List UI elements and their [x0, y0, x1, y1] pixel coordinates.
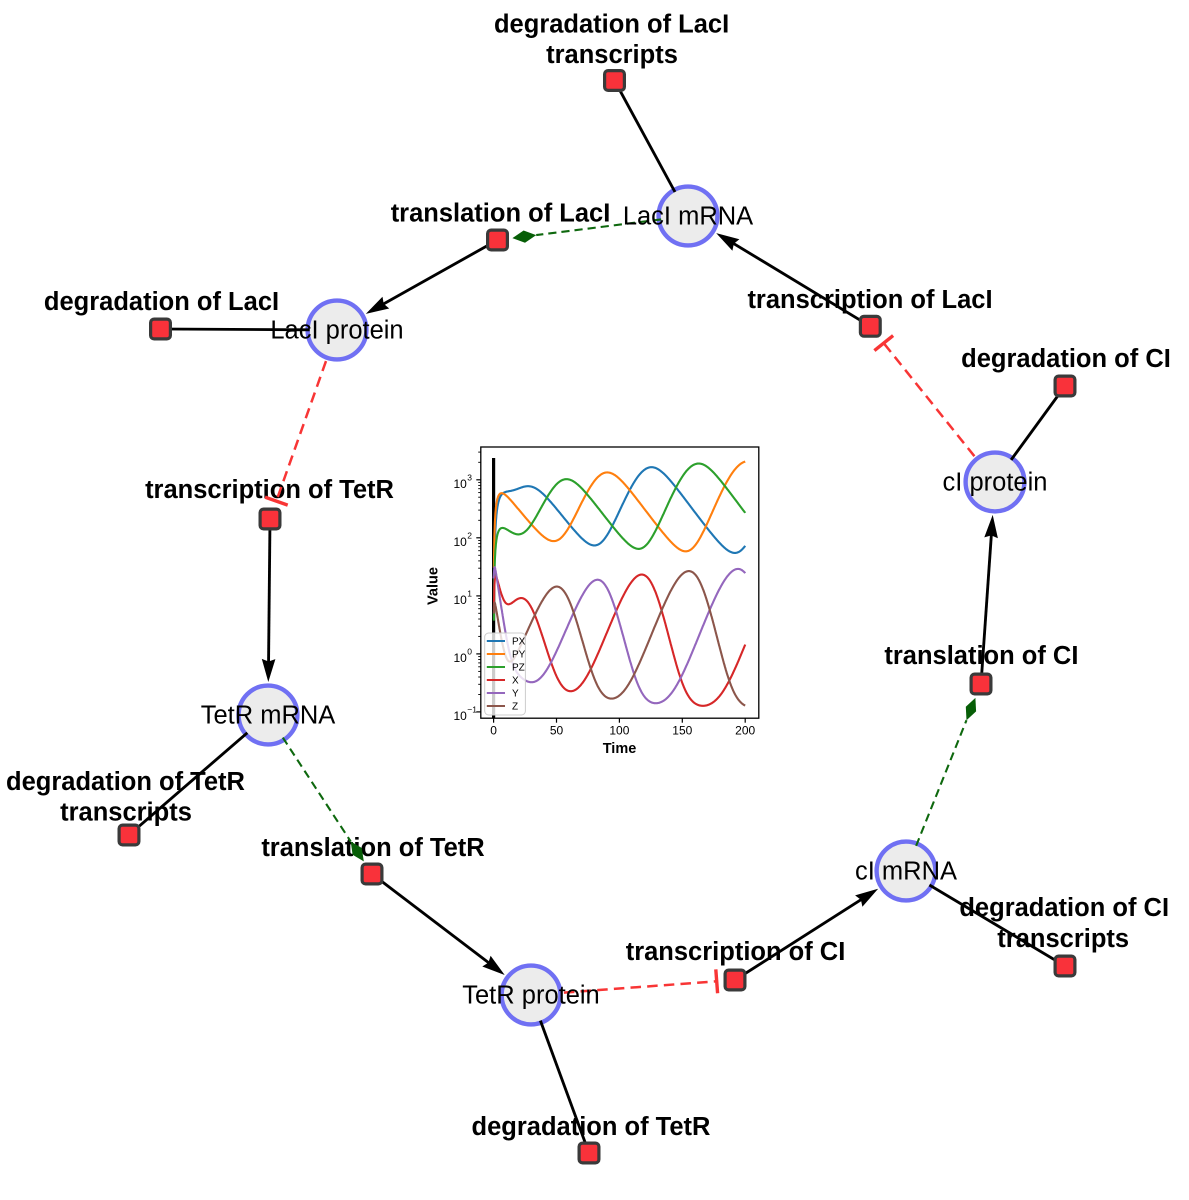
svg-text:LacI protein: LacI protein	[270, 317, 403, 345]
svg-text:degradation of LacI: degradation of LacI	[44, 288, 279, 316]
svg-text:50: 50	[550, 724, 564, 738]
svg-text:LacI mRNA: LacI mRNA	[623, 203, 753, 231]
svg-text:2: 2	[467, 531, 472, 541]
svg-text:100: 100	[609, 724, 629, 738]
svg-text:cI mRNA: cI mRNA	[855, 858, 957, 886]
svg-text:Time: Time	[603, 741, 637, 757]
svg-text:10: 10	[453, 593, 467, 607]
svg-text:10: 10	[453, 477, 467, 491]
svg-text:transcripts: transcripts	[546, 41, 678, 69]
svg-text:cI protein: cI protein	[943, 469, 1048, 497]
svg-text:−1: −1	[467, 705, 477, 715]
svg-text:translation of LacI: translation of LacI	[391, 200, 611, 228]
svg-text:degradation of LacI: degradation of LacI	[494, 11, 729, 39]
svg-text:10: 10	[453, 535, 467, 549]
svg-text:transcription of CI: transcription of CI	[626, 938, 846, 966]
svg-text:10: 10	[453, 709, 467, 723]
svg-text:transcripts: transcripts	[60, 799, 192, 827]
svg-text:10: 10	[453, 651, 467, 665]
svg-text:transcription of LacI: transcription of LacI	[747, 286, 992, 314]
svg-text:TetR mRNA: TetR mRNA	[201, 702, 336, 730]
svg-text:degradation of TetR: degradation of TetR	[6, 768, 245, 796]
svg-text:translation of TetR: translation of TetR	[261, 834, 484, 862]
svg-text:1: 1	[467, 589, 472, 599]
svg-text:TetR protein: TetR protein	[462, 982, 600, 1010]
svg-text:150: 150	[672, 724, 692, 738]
svg-text:PZ: PZ	[512, 663, 525, 674]
svg-text:3: 3	[467, 472, 472, 482]
svg-text:200: 200	[735, 724, 755, 738]
svg-text:Z: Z	[512, 702, 518, 713]
svg-text:Value: Value	[426, 567, 442, 605]
svg-text:degradation of CI: degradation of CI	[961, 345, 1171, 373]
svg-text:0: 0	[490, 724, 497, 738]
svg-text:X: X	[512, 676, 519, 687]
svg-text:degradation of TetR: degradation of TetR	[472, 1113, 711, 1141]
svg-text:PY: PY	[512, 650, 526, 661]
svg-text:Y: Y	[512, 689, 519, 700]
svg-text:PX: PX	[512, 637, 526, 648]
svg-text:0: 0	[467, 647, 472, 657]
svg-text:degradation of CI: degradation of CI	[959, 894, 1169, 922]
